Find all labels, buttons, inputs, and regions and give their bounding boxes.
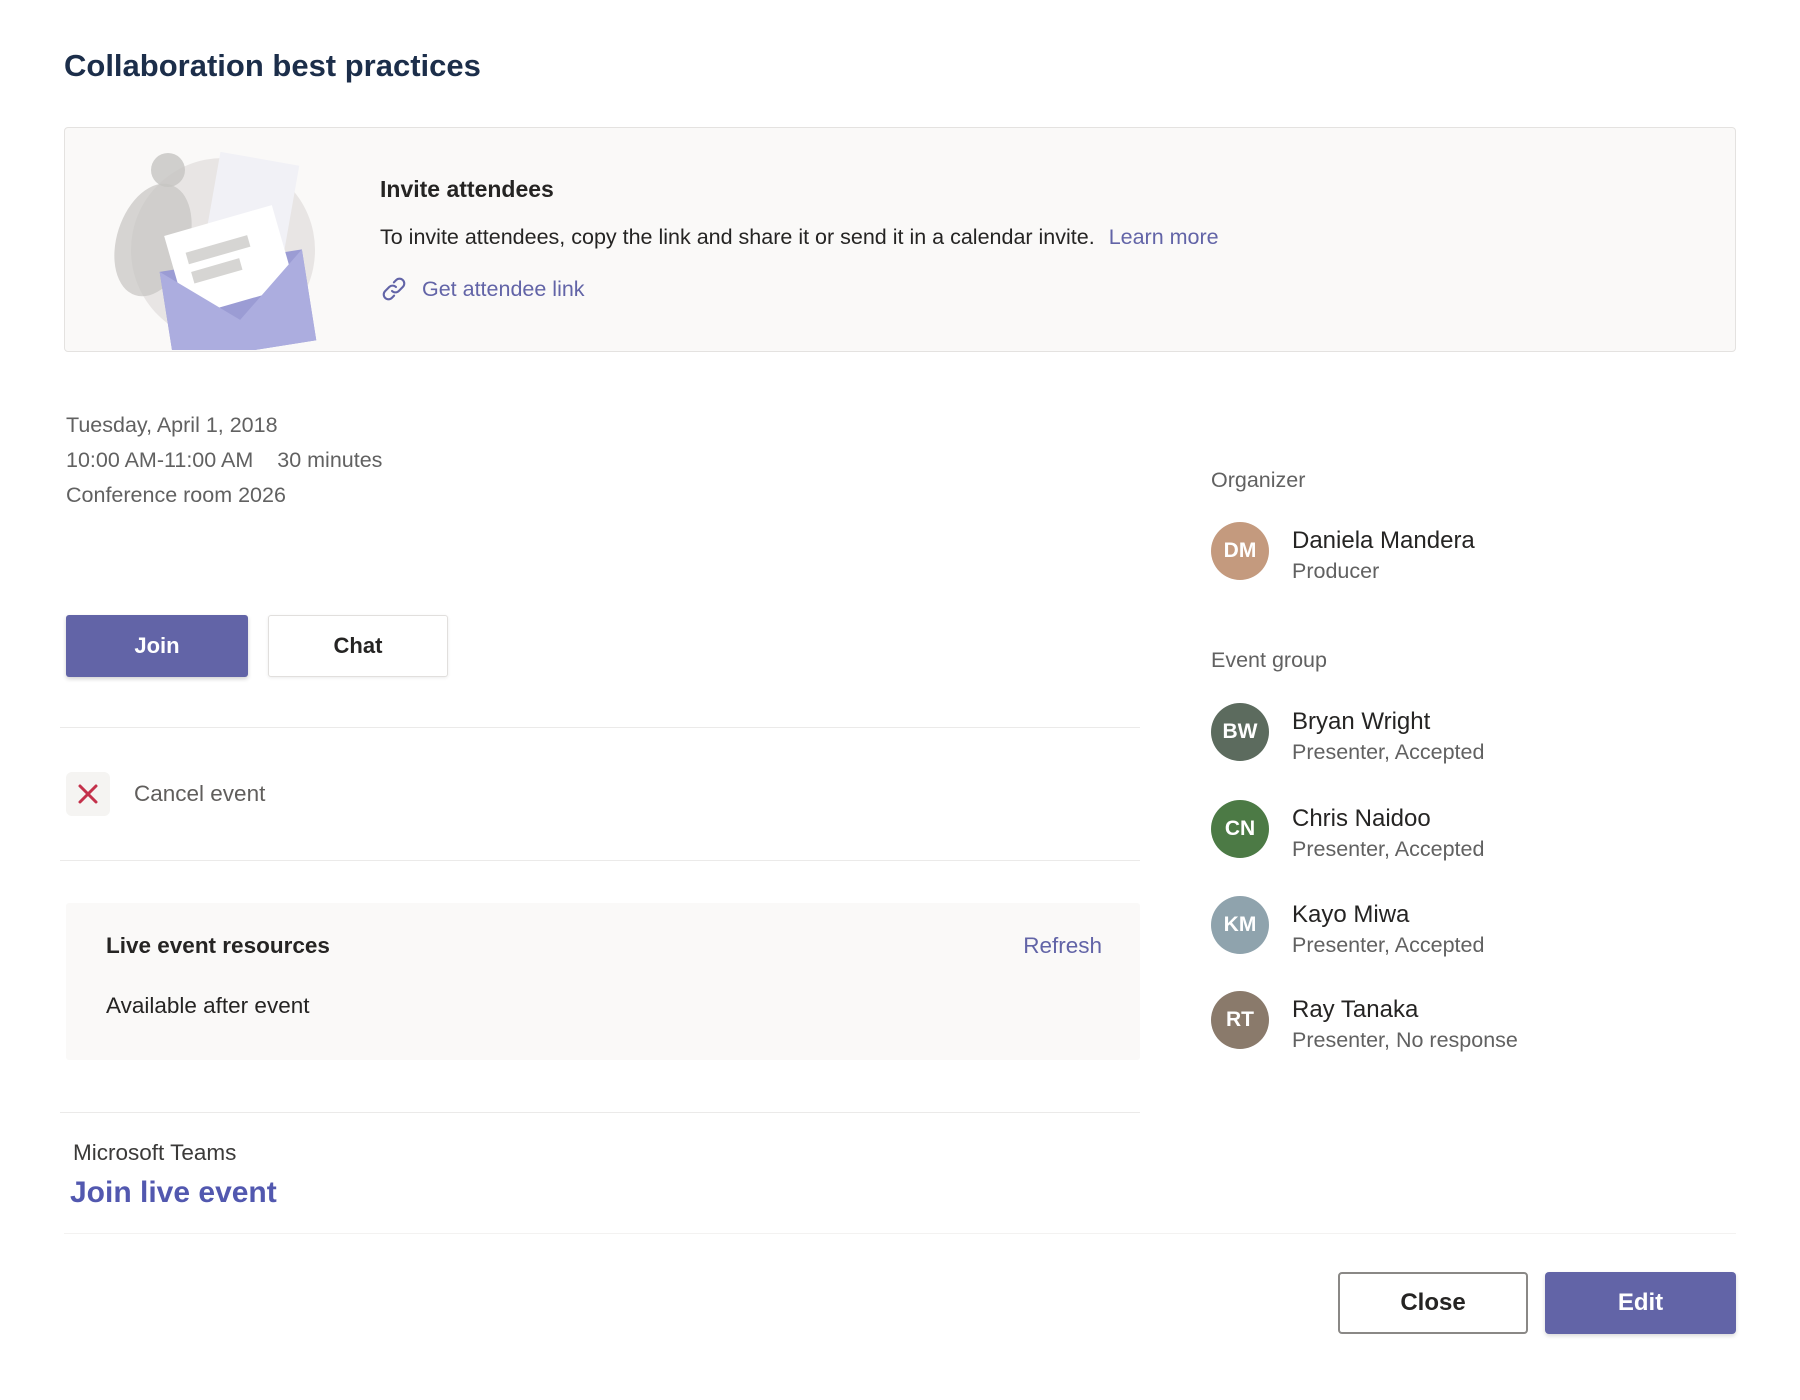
- envelope-illustration-svg: [114, 151, 317, 363]
- event-location: Conference room 2026: [66, 483, 286, 507]
- member-status: Presenter, Accepted: [1292, 740, 1485, 764]
- event-group-heading: Event group: [1211, 648, 1327, 672]
- member-info: Chris Naidoo Presenter, Accepted: [1292, 800, 1484, 864]
- member-avatar: KM: [1211, 896, 1269, 954]
- invite-attendees-title: Invite attendees: [380, 176, 554, 202]
- organizer-name: Daniela Mandera: [1292, 527, 1475, 554]
- member-status: Presenter, No response: [1292, 1028, 1518, 1052]
- invite-attendees-description: To invite attendees, copy the link and s…: [380, 225, 1219, 250]
- live-event-resources-panel: Live event resources Refresh Available a…: [66, 903, 1140, 1060]
- invite-attendees-banner: Invite attendees To invite attendees, co…: [64, 127, 1736, 363]
- member-name: Chris Naidoo: [1292, 805, 1431, 832]
- member-row: BW Bryan Wright Presenter, Accepted: [1211, 703, 1484, 767]
- organizer-role: Producer: [1292, 559, 1380, 583]
- get-attendee-link[interactable]: Get attendee link: [380, 275, 585, 303]
- event-time: 10:00 AM-11:00 AM: [66, 448, 254, 472]
- member-name: Kayo Miwa: [1292, 901, 1410, 928]
- event-schedule: Tuesday, April 1, 2018 10:00 AM-11:00 AM…: [66, 408, 382, 513]
- member-avatar: CN: [1211, 800, 1269, 858]
- member-info: Bryan Wright Presenter, Accepted: [1292, 703, 1484, 767]
- join-live-event-link[interactable]: Join live event: [70, 1176, 277, 1209]
- event-duration: 30 minutes: [277, 448, 383, 472]
- page-title: Collaboration best practices: [64, 48, 481, 83]
- teams-app-label: Microsoft Teams: [73, 1140, 237, 1165]
- divider: [60, 860, 1140, 861]
- divider: [60, 727, 1140, 728]
- resources-status: Available after event: [106, 993, 310, 1018]
- chat-button[interactable]: Chat: [268, 615, 448, 677]
- event-date: Tuesday, April 1, 2018: [66, 413, 278, 437]
- organizer-info: Daniela Mandera Producer: [1292, 522, 1475, 586]
- member-row: RT Ray Tanaka Presenter, No response: [1211, 991, 1518, 1055]
- organizer-row: DM Daniela Mandera Producer: [1211, 522, 1475, 586]
- cancel-event-button[interactable]: Cancel event: [66, 772, 265, 816]
- cancel-x-icon: [66, 772, 110, 816]
- member-status: Presenter, Accepted: [1292, 933, 1485, 957]
- event-time-line: 10:00 AM-11:00 AM 30 minutes: [66, 443, 382, 478]
- cancel-event-label: Cancel event: [134, 781, 266, 806]
- member-info: Kayo Miwa Presenter, Accepted: [1292, 896, 1484, 960]
- member-info: Ray Tanaka Presenter, No response: [1292, 991, 1518, 1055]
- member-name: Ray Tanaka: [1292, 996, 1419, 1023]
- join-button[interactable]: Join: [66, 615, 248, 677]
- edit-button[interactable]: Edit: [1545, 1272, 1736, 1334]
- link-icon: [380, 275, 408, 303]
- close-button[interactable]: Close: [1338, 1272, 1528, 1334]
- refresh-link[interactable]: Refresh: [1023, 933, 1102, 958]
- action-buttons: Join Chat: [66, 615, 448, 677]
- organizer-avatar: DM: [1211, 522, 1269, 580]
- learn-more-link[interactable]: Learn more: [1108, 225, 1219, 249]
- member-row: CN Chris Naidoo Presenter, Accepted: [1211, 800, 1484, 864]
- divider: [60, 1112, 1140, 1113]
- organizer-heading: Organizer: [1211, 468, 1306, 492]
- member-avatar: BW: [1211, 703, 1269, 761]
- member-status: Presenter, Accepted: [1292, 837, 1485, 861]
- footer-divider: [64, 1233, 1736, 1234]
- get-attendee-link-label: Get attendee link: [422, 276, 585, 301]
- resources-title: Live event resources: [106, 933, 330, 958]
- invite-description-text: To invite attendees, copy the link and s…: [380, 225, 1095, 249]
- member-name: Bryan Wright: [1292, 708, 1431, 735]
- member-row: KM Kayo Miwa Presenter, Accepted: [1211, 896, 1484, 960]
- member-avatar: RT: [1211, 991, 1269, 1049]
- envelope-illustration: [93, 140, 333, 363]
